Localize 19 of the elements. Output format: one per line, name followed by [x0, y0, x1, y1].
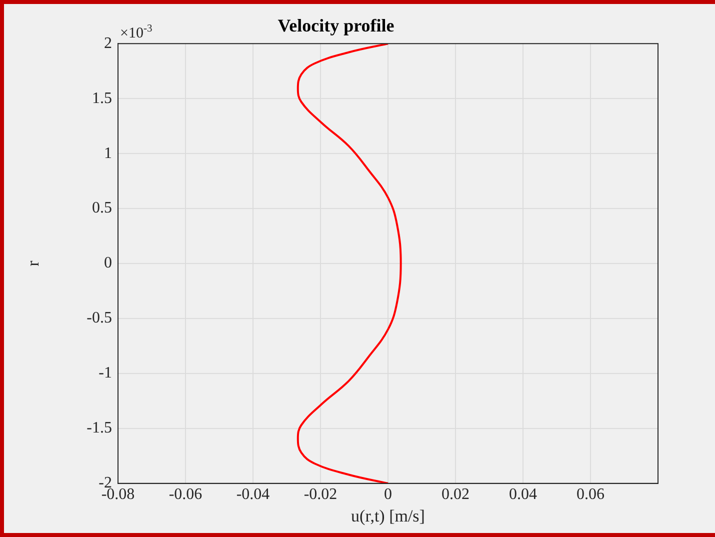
y-tick-label: 0.5: [92, 200, 112, 217]
line-series: [296, 44, 402, 484]
x-tick-label: 0: [384, 486, 392, 504]
x-tick-label: 0.06: [576, 486, 604, 504]
x-tick-label: -0.04: [236, 486, 270, 504]
y-tick-label: 1.5: [92, 90, 112, 107]
y-tick-label: 0: [104, 254, 112, 272]
x-axis-title: u(r,t) [m/s]: [351, 506, 425, 526]
x-tick-label: 0.04: [509, 486, 537, 504]
x-tick-label: 0.02: [442, 486, 470, 504]
y-tick-label: -1: [98, 364, 112, 382]
x-tick-label: -0.02: [304, 486, 338, 504]
y-tick-label: 1: [104, 144, 112, 162]
y-tick-label: 2: [104, 34, 112, 52]
y-tick-label: -0.5: [86, 310, 112, 327]
x-tick-label: -0.06: [168, 486, 202, 504]
y-axis-title: r: [24, 260, 43, 266]
chart-title: Velocity profile: [278, 15, 394, 36]
y-tick-label: -1.5: [86, 420, 112, 437]
